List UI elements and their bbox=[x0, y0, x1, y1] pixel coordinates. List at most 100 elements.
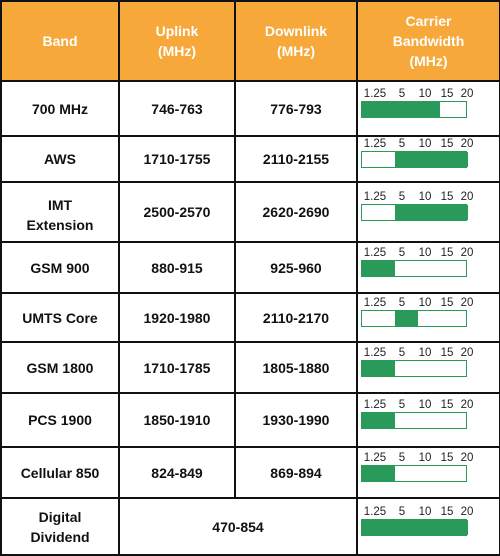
scale-tick-label: 1.25 bbox=[363, 138, 387, 150]
header-downlink: Downlink (MHz) bbox=[234, 0, 358, 82]
carrier-bandwidth-cell: 1.25 5 10 15 20 bbox=[356, 80, 500, 137]
band-name-cell: IMT Extension bbox=[0, 181, 120, 243]
band-name-cell: GSM 900 bbox=[0, 241, 120, 294]
uplink-range: 1850-1910 bbox=[143, 412, 211, 428]
scale-tick-label: 15 bbox=[440, 138, 454, 150]
downlink-range: 869-894 bbox=[270, 464, 322, 481]
scale-tick-label: 20 bbox=[460, 451, 474, 464]
scale-ticks: 1.25 5 10 15 20 bbox=[362, 297, 480, 311]
downlink-range: 2110-2155 bbox=[262, 151, 330, 167]
scale-tick-label: 10 bbox=[418, 451, 432, 464]
band-name-cell: UMTS Core bbox=[0, 292, 120, 343]
band-row: GSM 900 880-915 925-960 1.25 5 10 15 20 bbox=[0, 241, 500, 294]
band-row: AWS 1710-1755 2110-2155 1.25 5 10 15 20 bbox=[0, 135, 500, 183]
uplink-cell: 1850-1910 bbox=[118, 392, 236, 448]
uplink-range: 880-915 bbox=[151, 259, 203, 276]
downlink-cell: 2110-2170 bbox=[234, 292, 358, 343]
scale-tick-label: 1.25 bbox=[363, 399, 387, 411]
uplink-range: 2500-2570 bbox=[143, 204, 211, 220]
downlink-cell: 1805-1880 bbox=[234, 341, 358, 394]
band-row: IMT Extension 2500-2570 2620-2690 1.25 5 10 15 2… bbox=[0, 181, 500, 243]
scale-tick-label: 15 bbox=[440, 451, 454, 464]
downlink-cell: 869-894 bbox=[234, 446, 358, 499]
uplink-range: 746-763 bbox=[151, 100, 203, 117]
scale-tick-label: 10 bbox=[418, 296, 432, 309]
scale-tick-label: 5 bbox=[398, 246, 406, 259]
band-row: UMTS Core 1920-1980 2110-2170 1.25 5 10 15 20 bbox=[0, 292, 500, 343]
downlink-range: 2110-2170 bbox=[262, 309, 330, 326]
scale-tick-label: 15 bbox=[440, 87, 454, 100]
bandwidth-fill bbox=[362, 519, 468, 535]
scale-tick-label: 5 bbox=[398, 296, 406, 309]
scale-tick-label: 20 bbox=[460, 191, 474, 203]
header-downlink-unit: (MHz) bbox=[276, 43, 316, 59]
scale-tick-label: 5 bbox=[398, 346, 406, 359]
scale-ticks: 1.25 5 10 15 20 bbox=[362, 247, 480, 261]
downlink-cell: 776-793 bbox=[234, 80, 358, 137]
combined-range-cell: 470-854 bbox=[118, 497, 358, 556]
bandwidth-scale: 1.25 5 10 15 20 bbox=[358, 137, 499, 181]
uplink-cell: 2500-2570 bbox=[118, 181, 236, 243]
header-uplink-label: Uplink bbox=[155, 23, 199, 39]
bandwidth-fill bbox=[362, 413, 395, 428]
scale-tick-label: 1.25 bbox=[363, 346, 387, 359]
band-name: Digital bbox=[38, 508, 82, 525]
scale-tick-label: 10 bbox=[418, 346, 432, 359]
header-downlink-label: Downlink bbox=[264, 23, 328, 39]
band-row: PCS 1900 1850-1910 1930-1990 1.25 5 10 15 20 bbox=[0, 392, 500, 448]
band-row: 700 MHz 746-763 776-793 1.25 5 10 15 20 bbox=[0, 80, 500, 137]
header-band: Band bbox=[0, 0, 120, 82]
carrier-bandwidth-cell: 1.25 5 10 15 20 bbox=[356, 135, 500, 183]
band-row: Cellular 850 824-849 869-894 1.25 5 10 15 20 bbox=[0, 446, 500, 499]
scale-ticks: 1.25 5 10 15 20 bbox=[362, 452, 480, 466]
bandwidth-scale: 1.25 5 10 15 20 bbox=[358, 246, 499, 290]
scale-tick-label: 5 bbox=[398, 191, 406, 203]
carrier-bandwidth-cell: 1.25 5 10 15 20 bbox=[356, 497, 500, 556]
band-name: PCS 1900 bbox=[28, 412, 92, 428]
band-name-cell: 700 MHz bbox=[0, 80, 120, 137]
scale-tick-label: 1.25 bbox=[363, 246, 387, 259]
header-carrier-label: Carrier bbox=[405, 13, 452, 29]
scale-tick-label: 5 bbox=[398, 451, 406, 464]
scale-tick-label: 1.25 bbox=[363, 191, 387, 203]
band-rows: 700 MHz 746-763 776-793 1.25 5 10 15 20 AWS 1710-… bbox=[0, 80, 500, 556]
band-name: Cellular 850 bbox=[20, 464, 100, 481]
scale-ticks: 1.25 5 10 15 20 bbox=[362, 138, 480, 152]
header-carrier-bandwidth: Carrier Bandwidth (MHz) bbox=[356, 0, 500, 82]
bandwidth-bar bbox=[361, 151, 468, 168]
bandwidth-bar bbox=[361, 309, 467, 327]
bandwidth-fill bbox=[362, 260, 395, 276]
uplink-cell: 880-915 bbox=[118, 241, 236, 294]
uplink-cell: 1710-1785 bbox=[118, 341, 236, 394]
combined-range: 470-854 bbox=[212, 518, 264, 535]
band-name-cell: Digital Dividend bbox=[0, 497, 120, 556]
downlink-range: 2620-2690 bbox=[262, 204, 330, 220]
band-name: 700 MHz bbox=[31, 100, 89, 117]
bandwidth-fill bbox=[395, 310, 418, 326]
carrier-bandwidth-cell: 1.25 5 10 15 20 bbox=[356, 446, 500, 499]
scale-tick-label: 10 bbox=[418, 399, 432, 411]
bandwidth-scale: 1.25 5 10 15 20 bbox=[358, 451, 499, 495]
header-band-label: Band bbox=[42, 33, 78, 49]
header-row: Band Uplink (MHz) Downlink (MHz) Carrier… bbox=[0, 0, 500, 82]
bandwidth-scale: 1.25 5 10 15 20 bbox=[358, 190, 499, 234]
scale-tick-label: 5 bbox=[398, 399, 406, 411]
bandwidth-fill bbox=[362, 360, 395, 376]
scale-tick-label: 10 bbox=[418, 87, 432, 100]
scale-tick-label: 1.25 bbox=[363, 505, 387, 518]
uplink-cell: 824-849 bbox=[118, 446, 236, 499]
scale-tick-label: 15 bbox=[440, 191, 454, 203]
uplink-range: 1710-1755 bbox=[143, 151, 211, 167]
scale-tick-label: 20 bbox=[460, 399, 474, 411]
scale-tick-label: 10 bbox=[418, 138, 432, 150]
scale-tick-label: 20 bbox=[460, 246, 474, 259]
header-uplink-unit: (MHz) bbox=[157, 43, 197, 59]
bandwidth-bar bbox=[361, 259, 467, 277]
band-row: GSM 1800 1710-1785 1805-1880 1.25 5 10 15 20 bbox=[0, 341, 500, 394]
downlink-cell: 925-960 bbox=[234, 241, 358, 294]
downlink-cell: 2620-2690 bbox=[234, 181, 358, 243]
band-name-line2: Dividend bbox=[30, 528, 90, 545]
scale-tick-label: 15 bbox=[440, 505, 454, 518]
header-uplink: Uplink (MHz) bbox=[118, 0, 236, 82]
